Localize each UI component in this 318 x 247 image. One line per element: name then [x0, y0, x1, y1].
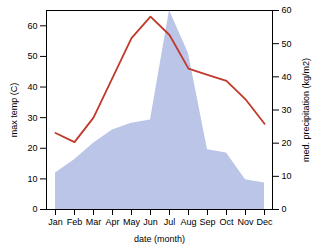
svg-text:50: 50 — [27, 51, 37, 61]
svg-text:40: 40 — [282, 72, 292, 82]
svg-text:med. precipitation (kg/m2): med. precipitation (kg/m2) — [301, 58, 311, 162]
svg-text:Jun: Jun — [143, 217, 158, 227]
svg-text:10: 10 — [27, 174, 37, 184]
svg-text:30: 30 — [282, 105, 292, 115]
svg-text:Dec: Dec — [256, 217, 273, 227]
svg-text:0: 0 — [32, 204, 37, 214]
svg-text:40: 40 — [27, 82, 37, 92]
svg-text:0: 0 — [282, 204, 287, 214]
svg-text:60: 60 — [282, 5, 292, 15]
svg-text:Feb: Feb — [67, 217, 83, 227]
svg-text:60: 60 — [27, 21, 37, 31]
svg-text:May: May — [123, 217, 141, 227]
svg-text:Aug: Aug — [180, 217, 196, 227]
svg-text:20: 20 — [27, 143, 37, 153]
svg-text:Nov: Nov — [237, 217, 254, 227]
svg-text:30: 30 — [27, 113, 37, 123]
svg-text:max temp (C): max temp (C) — [9, 83, 19, 138]
svg-text:Sep: Sep — [199, 217, 215, 227]
svg-text:Oct: Oct — [219, 217, 234, 227]
svg-text:Apr: Apr — [105, 217, 119, 227]
svg-text:10: 10 — [282, 171, 292, 181]
svg-text:date (month): date (month) — [134, 234, 185, 244]
svg-text:Jan: Jan — [48, 217, 63, 227]
svg-text:50: 50 — [282, 39, 292, 49]
svg-text:20: 20 — [282, 138, 292, 148]
svg-text:Jul: Jul — [164, 217, 176, 227]
svg-text:Mar: Mar — [86, 217, 102, 227]
